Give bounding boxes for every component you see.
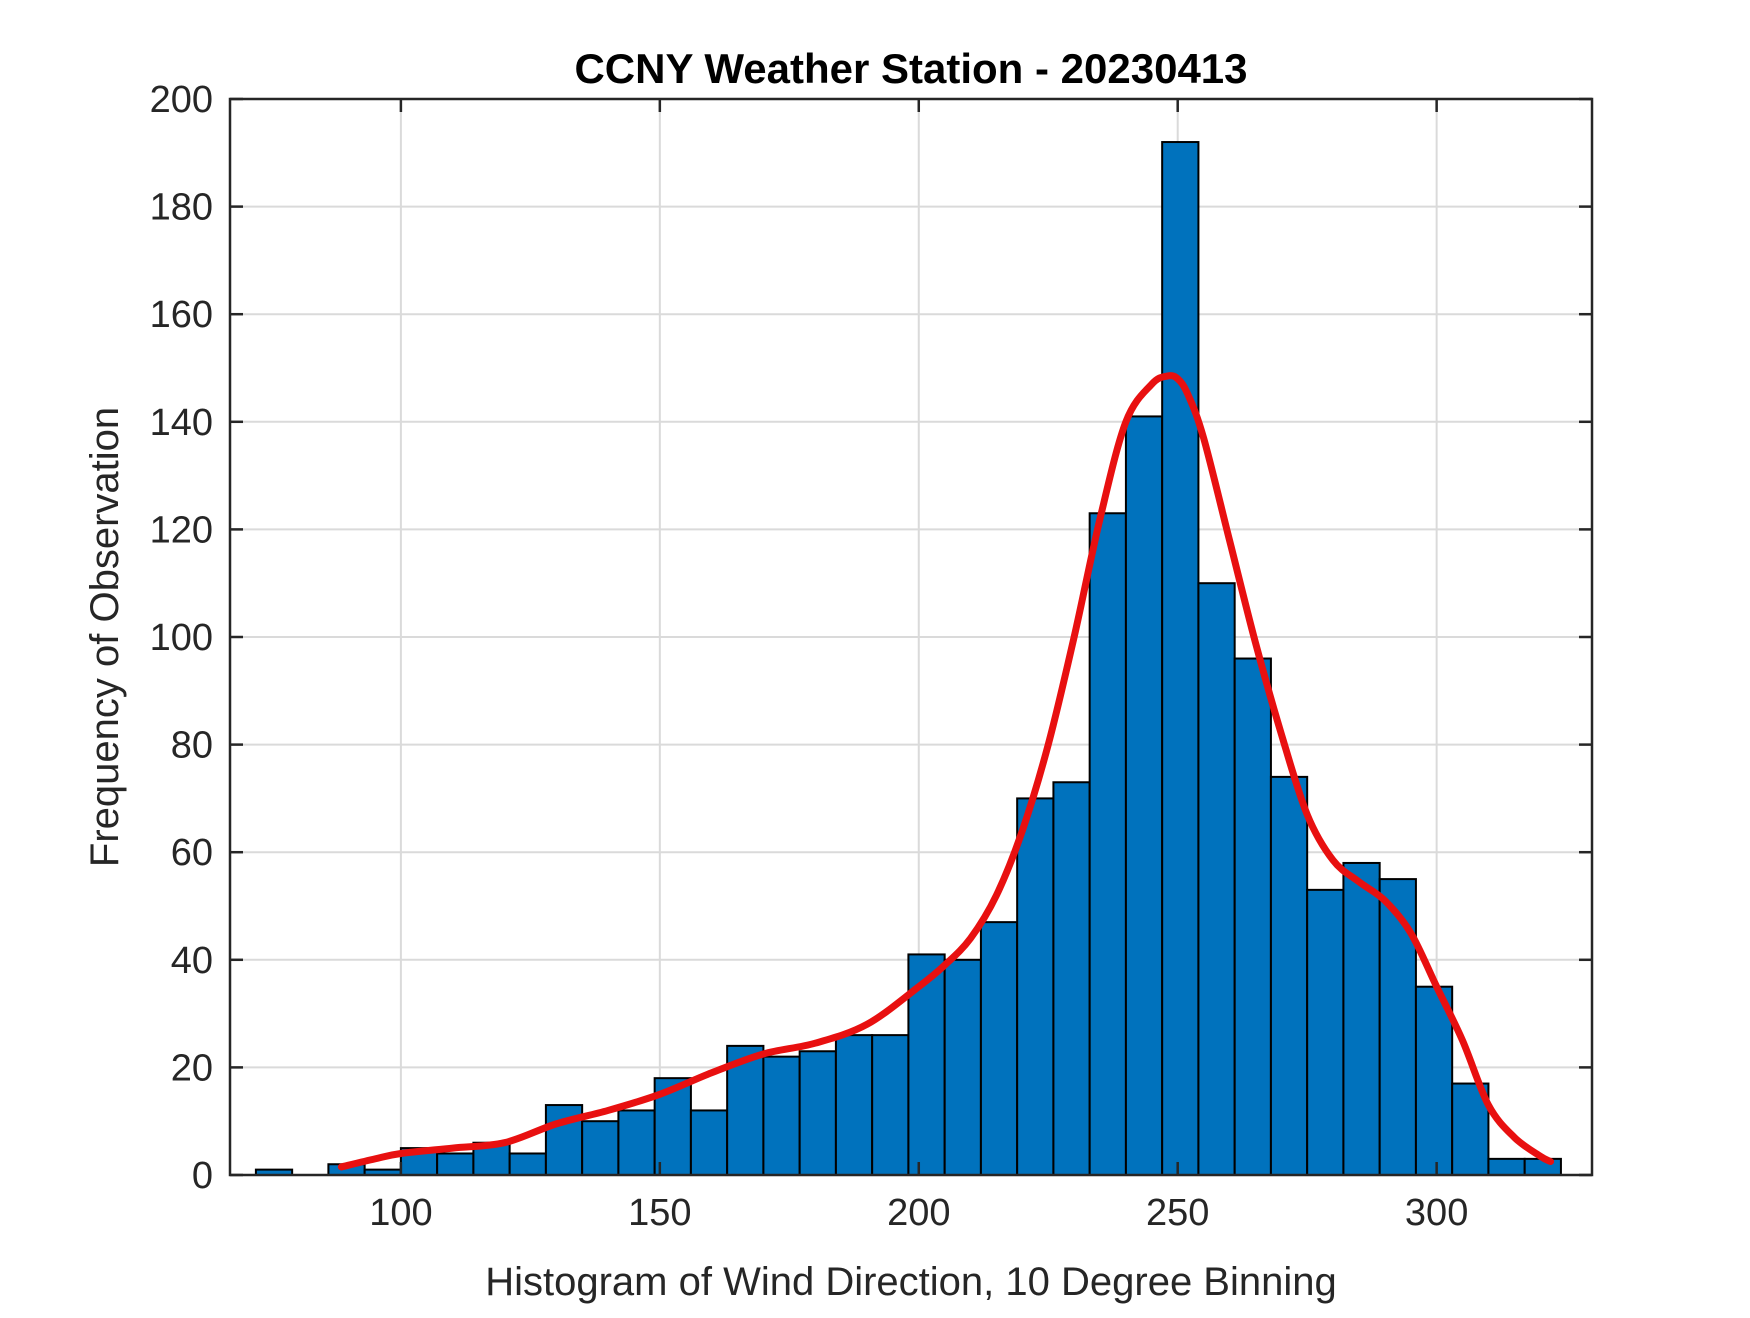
histogram-bar	[436, 1152, 475, 1176]
y-tick-label: 80	[171, 725, 213, 767]
x-tick-label: 200	[887, 1192, 950, 1234]
chart-title: CCNY Weather Station - 20230413	[574, 45, 1247, 92]
histogram-bar	[508, 1152, 547, 1176]
x-tick-label: 300	[1405, 1192, 1468, 1234]
y-tick-label: 180	[150, 187, 213, 229]
fit-curve	[337, 372, 1555, 1171]
y-tick-label: 140	[150, 402, 213, 444]
histogram-bar	[943, 958, 982, 1176]
y-tick-label: 20	[171, 1047, 213, 1089]
axes-frame	[228, 97, 1594, 1177]
histogram-bar	[871, 1034, 910, 1176]
histogram-bar	[581, 1120, 620, 1176]
histogram-bar	[1016, 797, 1055, 1177]
histogram-bar	[1161, 141, 1200, 1176]
y-tick-label: 100	[150, 617, 213, 659]
y-tick-label: 0	[192, 1155, 213, 1197]
y-tick-label: 60	[171, 832, 213, 874]
histogram-bar	[1306, 888, 1345, 1176]
x-tick-label: 100	[369, 1192, 432, 1234]
y-tick-label: 40	[171, 940, 213, 982]
histogram-bar	[798, 1050, 837, 1177]
histogram-bar	[1487, 1157, 1526, 1176]
histogram-bar	[834, 1034, 874, 1176]
y-tick-label: 120	[150, 509, 213, 551]
histogram-bar	[762, 1055, 801, 1177]
x-axis-label: Histogram of Wind Direction, 10 Degree B…	[485, 1260, 1337, 1304]
y-axis-label: Frequency of Observation	[83, 407, 127, 867]
x-tick-label: 150	[628, 1192, 691, 1234]
histogram-bar	[1342, 861, 1381, 1177]
histogram-bar	[1088, 512, 1127, 1176]
histogram-bar	[1197, 582, 1236, 1176]
histogram-bar	[617, 1109, 656, 1176]
fit-curve-layer	[337, 372, 1555, 1171]
x-tick-label: 250	[1146, 1192, 1209, 1234]
histogram-bar	[1052, 781, 1091, 1176]
histogram-bar	[1269, 775, 1309, 1176]
histogram-bar	[689, 1109, 729, 1176]
tick-labels: 100 150 200 250 300 0 20 40 60 80 100 120 140 160 180 2…	[150, 79, 1469, 1234]
histogram-bar	[979, 921, 1019, 1177]
y-tick-label: 200	[150, 79, 213, 121]
histogram-bar	[1378, 878, 1417, 1176]
histogram-bar	[1124, 415, 1164, 1177]
y-tick-label: 160	[150, 294, 213, 336]
histogram-bar	[1233, 657, 1272, 1176]
